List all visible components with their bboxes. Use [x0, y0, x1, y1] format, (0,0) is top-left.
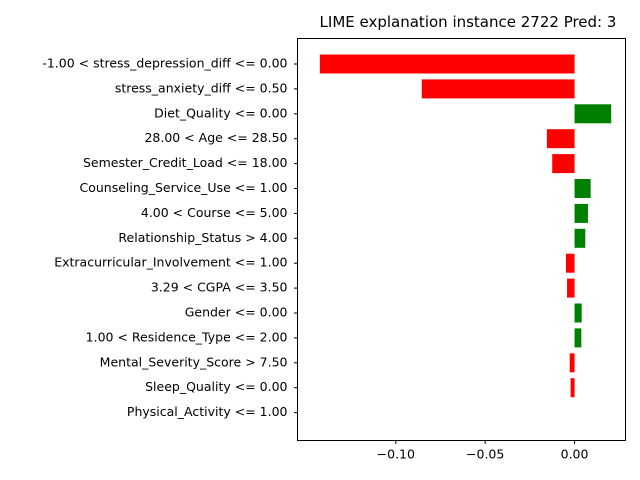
- bar-7: [574, 228, 586, 248]
- chart-title: LIME explanation instance 2722 Pred: 3: [320, 13, 617, 31]
- y-tick-label: Mental_Severity_Score > 7.50: [100, 354, 288, 369]
- bar-1: [421, 79, 575, 99]
- y-tick-label: 28.00 < Age <= 28.50: [144, 130, 287, 145]
- bars-group: [319, 54, 612, 398]
- bar-11: [574, 328, 582, 348]
- bar-0: [319, 54, 575, 74]
- y-tick-label: Extracurricular_Involvement <= 1.00: [54, 255, 287, 270]
- y-tick-label: -1.00 < stress_depression_diff <= 0.00: [42, 56, 287, 71]
- bar-6: [574, 203, 588, 223]
- x-tick-label: 0.00: [561, 447, 589, 462]
- y-tick-label: stress_anxiety_diff <= 0.50: [115, 80, 288, 95]
- bar-9: [567, 278, 575, 298]
- x-tick-label: −0.10: [377, 447, 415, 462]
- y-tick-labels: -1.00 < stress_depression_diff <= 0.00 st…: [42, 56, 298, 419]
- bar-8: [565, 253, 575, 273]
- y-tick-label: Sleep_Quality <= 0.00: [145, 379, 287, 394]
- bar-3: [546, 129, 575, 149]
- x-tick-label: −0.05: [466, 447, 504, 462]
- bar-13: [570, 378, 575, 398]
- bar-12: [569, 353, 575, 373]
- y-tick-label: Physical_Activity <= 1.00: [127, 404, 288, 419]
- y-tick-label: Diet_Quality <= 0.00: [154, 105, 287, 120]
- bar-10: [574, 303, 582, 323]
- y-tick-label: Semester_Credit_Load <= 18.00: [83, 155, 288, 170]
- y-tick-label: Gender <= 0.00: [185, 305, 288, 320]
- y-tick-label: 4.00 < Course <= 5.00: [141, 205, 288, 220]
- y-tick-label: 1.00 < Residence_Type <= 2.00: [86, 329, 288, 344]
- bar-5: [574, 179, 591, 198]
- y-tick-label: 3.29 < CGPA <= 3.50: [151, 280, 288, 295]
- x-ticks: −0.10 −0.05 0.00: [377, 440, 589, 462]
- bar-4: [552, 154, 575, 174]
- y-tick-label: Relationship_Status > 4.00: [118, 230, 287, 245]
- y-tick-label: Counseling_Service_Use <= 1.00: [79, 180, 287, 195]
- plot-frame: [297, 38, 626, 441]
- bar-2: [574, 104, 612, 124]
